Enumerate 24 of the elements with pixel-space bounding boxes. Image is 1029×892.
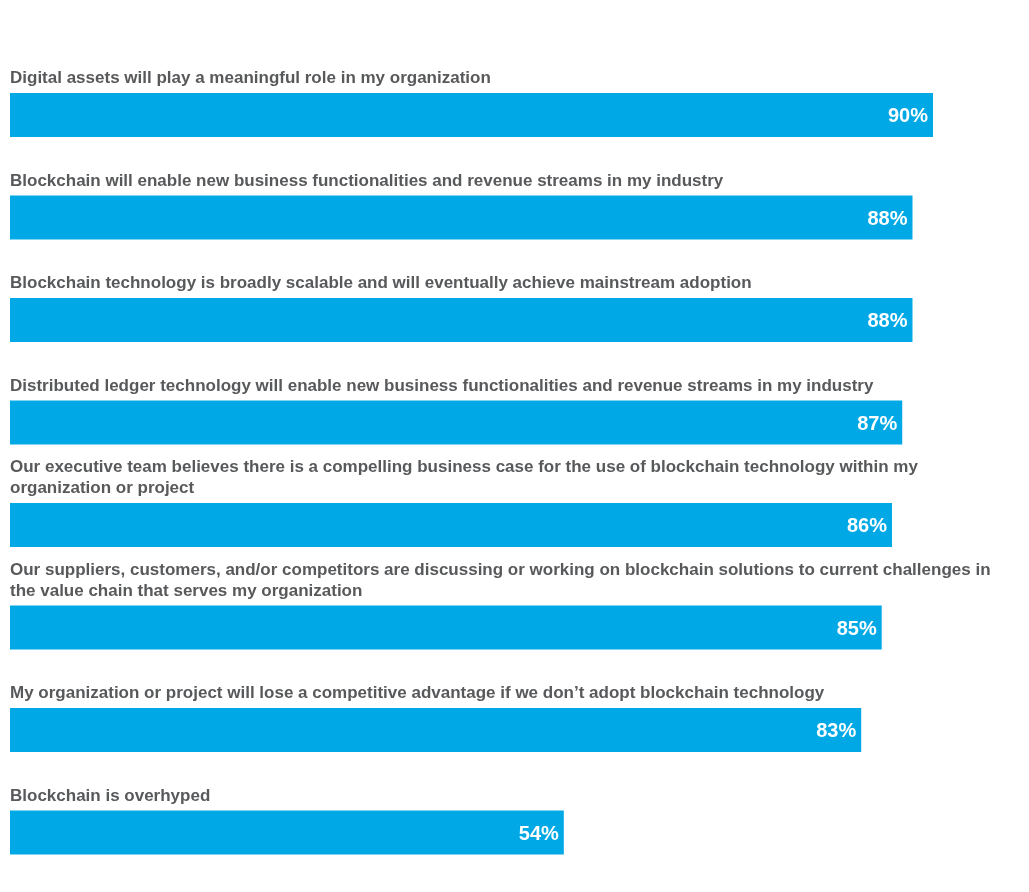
y-tick-label: Digital assets will play a meaningful role in my organization [10, 68, 491, 87]
data-label: 90% [887, 104, 929, 127]
y-tick-label: My organization or project will lose a competitive advantage if we don’t adopt blockchain technology [10, 683, 825, 702]
bar [10, 810, 564, 855]
bar [10, 298, 913, 342]
bar [10, 708, 862, 752]
y-tick-label: Blockchain technology is broadly scalable and will eventually achieve mainstream adoption [10, 273, 752, 292]
data-label: 87% [857, 411, 898, 434]
data-label: 85% [836, 616, 877, 639]
data-label: 88% [867, 206, 908, 229]
bar [10, 93, 933, 137]
y-tick-label: Distributed ledger technology will enable new business functionalities and revenue streams in my industry [10, 375, 874, 395]
data-label: 54% [518, 821, 560, 844]
bar [10, 400, 903, 445]
bar [10, 195, 913, 240]
y-tick-label: Our executive team believes there is a compelling business case for the use of blockchain technology within my organization or project [10, 457, 919, 497]
bar [10, 503, 892, 547]
data-label: 88% [867, 309, 908, 332]
y-tick-label: Blockchain will enable new business functionalities and revenue streams in my industry [10, 170, 724, 190]
bar [10, 605, 882, 650]
y-tick-label: Our suppliers, customers, and/or competitors are discussing or working on blockchain solutions to current challenges in the value chain that serves my organization [10, 559, 991, 600]
data-label: 83% [816, 719, 857, 742]
data-label: 86% [846, 514, 888, 537]
y-tick-label: Blockchain is overhyped [10, 785, 211, 805]
